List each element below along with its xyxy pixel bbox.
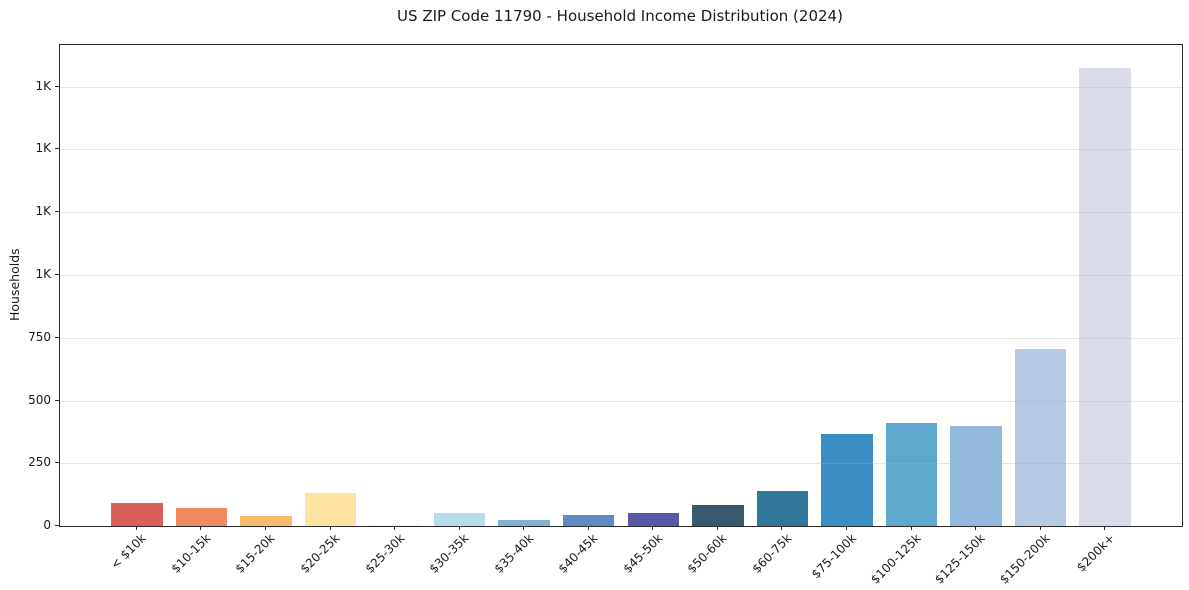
x-tick-label: $15-20k <box>232 531 278 576</box>
gridline <box>60 400 1182 402</box>
bar <box>369 524 421 526</box>
x-tick-mark <box>329 526 331 530</box>
x-tick-label: $40-45k <box>555 531 601 576</box>
bar <box>240 516 292 526</box>
gridline <box>60 337 1182 339</box>
y-tick-mark <box>55 148 59 150</box>
x-tick-mark <box>716 526 718 530</box>
bar <box>111 503 163 526</box>
x-tick-mark <box>975 526 977 530</box>
x-tick-mark <box>910 526 912 530</box>
x-tick-label: $100-125k <box>867 531 924 587</box>
y-tick-mark <box>55 336 59 338</box>
gridline <box>60 212 1182 214</box>
x-tick-label: < $10k <box>107 531 149 572</box>
y-tick-label: 1K <box>35 141 51 156</box>
y-tick-label: 250 <box>28 455 51 470</box>
x-tick-mark <box>264 526 266 530</box>
x-tick-mark <box>1104 526 1106 530</box>
y-tick-mark <box>55 274 59 275</box>
y-tick-label: 1K <box>35 204 51 219</box>
x-tick-label: $45-50k <box>620 531 666 576</box>
bar <box>950 425 1002 526</box>
x-tick-label: $125-150k <box>932 531 988 587</box>
y-tick-label: 500 <box>28 392 51 407</box>
bar <box>562 514 615 526</box>
bar <box>627 512 680 526</box>
x-tick-mark <box>523 526 525 530</box>
bar <box>175 508 228 526</box>
bar <box>885 423 938 526</box>
x-tick-mark <box>781 526 783 530</box>
y-tick-mark <box>55 399 59 401</box>
y-tick-mark <box>55 211 59 213</box>
bar <box>433 513 486 526</box>
x-tick-label: $60-75k <box>749 531 795 576</box>
x-tick-mark <box>652 526 654 530</box>
gridline <box>60 463 1182 465</box>
y-tick-label: 750 <box>28 329 51 344</box>
x-tick-label: $50-60k <box>684 531 730 576</box>
y-tick-label: 0 <box>43 518 51 532</box>
x-tick-label: $200k+ <box>1073 531 1118 575</box>
bar <box>498 519 550 526</box>
x-tick-mark <box>1039 526 1041 530</box>
y-tick-label: 1K <box>35 267 51 281</box>
x-tick-mark <box>200 526 202 530</box>
bar <box>1014 349 1067 526</box>
x-tick-label: $35-40k <box>491 531 537 576</box>
x-tick-label: $150-200k <box>996 531 1053 587</box>
bar <box>756 490 809 526</box>
x-tick-label: $25-30k <box>362 531 407 576</box>
bar <box>821 434 873 526</box>
x-tick-label: $30-35k <box>426 531 472 576</box>
x-tick-label: $75-100k <box>808 531 859 582</box>
gridline <box>60 275 1182 276</box>
y-axis-label: Households <box>7 248 22 321</box>
plot-area <box>59 44 1183 527</box>
x-tick-label: $10-15k <box>168 531 214 576</box>
bar <box>304 493 357 526</box>
x-tick-mark <box>135 526 137 530</box>
gridline <box>60 149 1182 151</box>
bar <box>1079 67 1131 526</box>
y-tick-mark <box>55 525 59 526</box>
bar <box>692 504 744 526</box>
x-tick-mark <box>587 526 589 530</box>
y-tick-label: 1K <box>35 78 51 93</box>
x-tick-mark <box>845 526 847 530</box>
x-tick-mark <box>458 526 460 530</box>
y-tick-mark <box>55 85 59 87</box>
chart-title: US ZIP Code 11790 - Household Income Dis… <box>397 7 843 25</box>
x-tick-label: $20-25k <box>297 531 343 576</box>
gridline <box>60 86 1182 88</box>
x-tick-mark <box>394 526 396 530</box>
y-tick-mark <box>55 462 59 464</box>
